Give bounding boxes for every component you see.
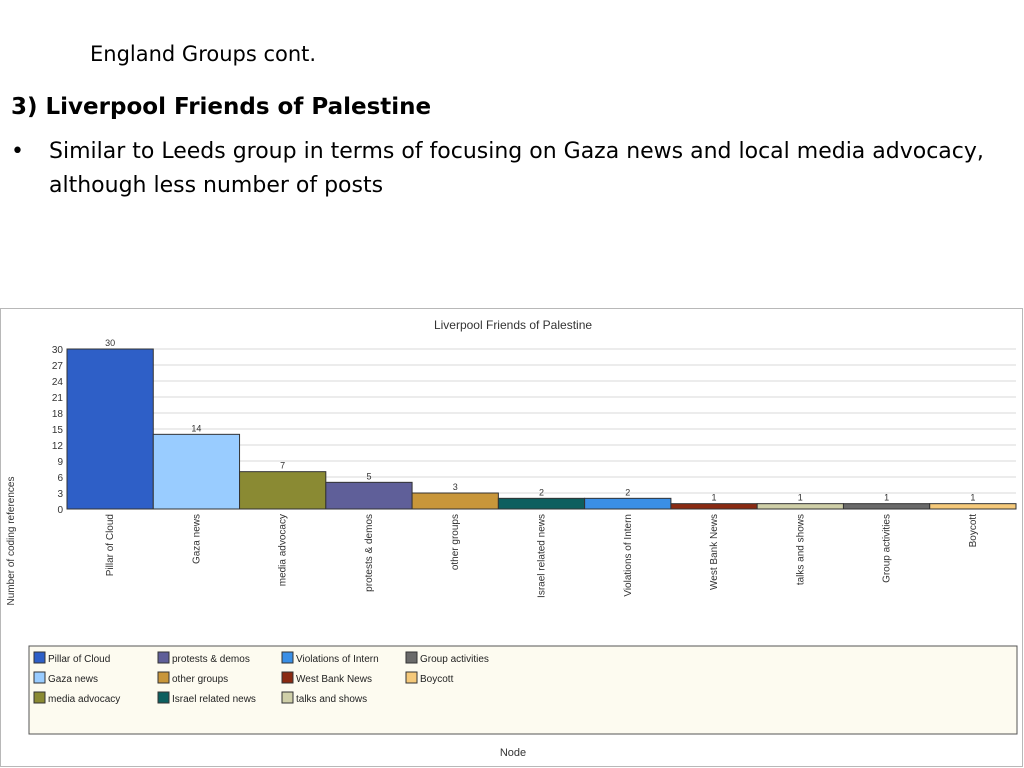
x-tick-label: talks and shows xyxy=(795,514,806,585)
legend-swatch xyxy=(33,671,46,684)
legend-swatch xyxy=(157,651,170,664)
legend-entry: Group activities xyxy=(405,651,489,665)
legend-label: Boycott xyxy=(420,674,454,685)
bar-value-label: 3 xyxy=(453,482,458,492)
bar xyxy=(325,481,413,510)
bar-value-label: 14 xyxy=(191,423,201,433)
bar xyxy=(842,503,931,510)
bar xyxy=(670,503,758,510)
legend-swatch xyxy=(405,671,418,684)
legend-entry: other groups xyxy=(157,671,228,685)
y-tick-label: 0 xyxy=(57,505,63,516)
bar-value-label: 30 xyxy=(105,338,115,348)
legend-label: Gaza news xyxy=(48,674,98,685)
x-tick-label: Group activities xyxy=(882,514,893,583)
bar xyxy=(497,497,586,510)
slide-heading: 3) Liverpool Friends of Palestine xyxy=(11,94,432,120)
bar-value-label: 1 xyxy=(884,493,889,503)
bar-value-label: 1 xyxy=(712,493,717,503)
bar-value-label: 2 xyxy=(539,487,544,497)
x-tick-label: Boycott xyxy=(968,514,979,548)
y-tick-label: 18 xyxy=(52,409,64,420)
slide-subtitle: England Groups cont. xyxy=(90,42,317,66)
legend-swatch xyxy=(281,691,294,704)
x-tick-label: other groups xyxy=(450,514,461,570)
y-tick-label: 9 xyxy=(57,457,63,468)
y-tick-label: 30 xyxy=(52,345,64,356)
legend-swatch xyxy=(281,651,294,664)
legend-label: West Bank News xyxy=(296,674,372,685)
x-tick-label: media advocacy xyxy=(278,514,289,586)
bullet-text: Similar to Leeds group in terms of focus… xyxy=(49,139,984,198)
x-axis-label: Node xyxy=(500,747,526,759)
legend-entry: media advocacy xyxy=(33,691,120,705)
legend-swatch xyxy=(157,671,170,684)
legend-entry: Violations of Intern xyxy=(281,651,379,665)
bullet-symbol: • xyxy=(11,139,24,164)
legend-label: talks and shows xyxy=(296,694,367,705)
y-tick-label: 6 xyxy=(57,473,63,484)
x-tick-label: Israel related news xyxy=(537,514,548,598)
y-axis-label: Number of coding references xyxy=(6,477,17,606)
bullet-item: • Similar to Leeds group in terms of foc… xyxy=(11,135,1021,203)
y-tick-label: 27 xyxy=(52,361,64,372)
bar xyxy=(756,503,844,510)
y-tick-label: 3 xyxy=(57,489,63,500)
bar xyxy=(411,492,499,510)
bar-value-label: 5 xyxy=(366,471,371,481)
bar-value-label: 2 xyxy=(625,487,630,497)
x-tick-label: Violations of Intern xyxy=(623,514,634,597)
legend-label: Violations of Intern xyxy=(296,654,379,665)
y-tick-label: 15 xyxy=(52,425,64,436)
bar xyxy=(152,433,241,510)
y-tick-label: 21 xyxy=(52,393,64,404)
legend-swatch xyxy=(281,671,294,684)
legend-entry: talks and shows xyxy=(281,691,367,705)
x-tick-label: Pillar of Cloud xyxy=(105,514,116,576)
legend-swatch xyxy=(405,651,418,664)
legend-label: Group activities xyxy=(420,654,489,665)
legend-entry: Israel related news xyxy=(157,691,256,705)
bar xyxy=(929,503,1017,510)
legend-entry: Gaza news xyxy=(33,671,98,685)
legend-box xyxy=(28,645,1018,735)
legend-entry: Pillar of Cloud xyxy=(33,651,110,665)
x-tick-label: West Bank News xyxy=(709,514,720,590)
legend-entry: Boycott xyxy=(405,671,454,685)
y-tick-label: 24 xyxy=(52,377,64,388)
legend-label: Pillar of Cloud xyxy=(48,654,110,665)
legend-entry: protests & demos xyxy=(157,651,250,665)
y-tick-label: 12 xyxy=(52,441,64,452)
legend-label: other groups xyxy=(172,674,228,685)
bar-value-label: 1 xyxy=(798,493,803,503)
bar xyxy=(239,471,327,510)
legend-swatch xyxy=(157,691,170,704)
legend-entry: West Bank News xyxy=(281,671,372,685)
legend-swatch xyxy=(33,691,46,704)
bar-value-label: 1 xyxy=(970,493,975,503)
bar-value-label: 7 xyxy=(280,461,285,471)
legend-label: protests & demos xyxy=(172,654,250,665)
x-tick-label: Gaza news xyxy=(191,514,202,564)
bar xyxy=(584,497,672,510)
legend-label: Israel related news xyxy=(172,694,256,705)
chart-title: Liverpool Friends of Palestine xyxy=(434,318,592,332)
legend-swatch xyxy=(33,651,46,664)
x-tick-label: protests & demos xyxy=(364,514,375,592)
legend-label: media advocacy xyxy=(48,694,120,705)
bar xyxy=(66,348,154,510)
